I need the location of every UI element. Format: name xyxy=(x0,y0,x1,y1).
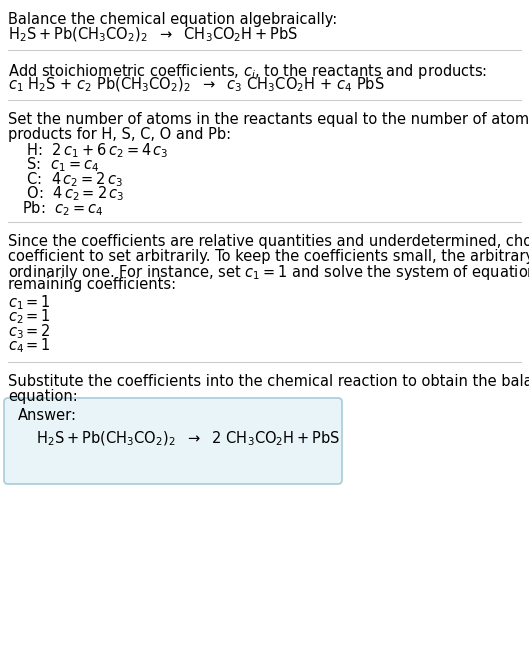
Text: ordinarily one. For instance, set $c_1 = 1$ and solve the system of equations fo: ordinarily one. For instance, set $c_1 =… xyxy=(8,263,529,282)
Text: $c_4 = 1$: $c_4 = 1$ xyxy=(8,336,51,355)
Text: Pb:  $c_2 = c_4$: Pb: $c_2 = c_4$ xyxy=(22,199,103,217)
Text: O:  $4\,c_2 = 2\,c_3$: O: $4\,c_2 = 2\,c_3$ xyxy=(22,184,124,203)
Text: $c_1 = 1$: $c_1 = 1$ xyxy=(8,293,51,312)
Text: equation:: equation: xyxy=(8,388,78,404)
Text: Substitute the coefficients into the chemical reaction to obtain the balanced: Substitute the coefficients into the che… xyxy=(8,374,529,389)
Text: Balance the chemical equation algebraically:: Balance the chemical equation algebraica… xyxy=(8,12,338,27)
Text: $c_1\ \mathregular{H_2S}$ + $c_2\ \mathregular{Pb(CH_3CO_2)_2}$  $\rightarrow$  : $c_1\ \mathregular{H_2S}$ + $c_2\ \mathr… xyxy=(8,76,385,94)
Text: H:  $2\,c_1 + 6\,c_2 = 4\,c_3$: H: $2\,c_1 + 6\,c_2 = 4\,c_3$ xyxy=(22,141,169,160)
FancyBboxPatch shape xyxy=(4,398,342,484)
Text: products for H, S, C, O and Pb:: products for H, S, C, O and Pb: xyxy=(8,127,231,142)
Text: remaining coefficients:: remaining coefficients: xyxy=(8,277,176,292)
Text: S:  $c_1 = c_4$: S: $c_1 = c_4$ xyxy=(22,155,99,174)
Text: $\mathregular{H_2S + Pb(CH_3CO_2)_2}$  $\rightarrow$  $\mathregular{2\ CH_3CO_2H: $\mathregular{H_2S + Pb(CH_3CO_2)_2}$ $\… xyxy=(36,430,341,448)
Text: Since the coefficients are relative quantities and underdetermined, choose a: Since the coefficients are relative quan… xyxy=(8,234,529,249)
Text: Answer:: Answer: xyxy=(18,408,77,423)
Text: C:  $4\,c_2 = 2\,c_3$: C: $4\,c_2 = 2\,c_3$ xyxy=(22,170,123,189)
Text: $\mathregular{H_2S + Pb(CH_3CO_2)_2}$  $\rightarrow$  $\mathregular{CH_3CO_2H + : $\mathregular{H_2S + Pb(CH_3CO_2)_2}$ $\… xyxy=(8,26,298,45)
Text: coefficient to set arbitrarily. To keep the coefficients small, the arbitrary va: coefficient to set arbitrarily. To keep … xyxy=(8,248,529,263)
Text: Add stoichiometric coefficients, $c_i$, to the reactants and products:: Add stoichiometric coefficients, $c_i$, … xyxy=(8,62,487,81)
Text: $c_2 = 1$: $c_2 = 1$ xyxy=(8,307,51,326)
Text: Set the number of atoms in the reactants equal to the number of atoms in the: Set the number of atoms in the reactants… xyxy=(8,112,529,127)
Text: $c_3 = 2$: $c_3 = 2$ xyxy=(8,322,51,341)
